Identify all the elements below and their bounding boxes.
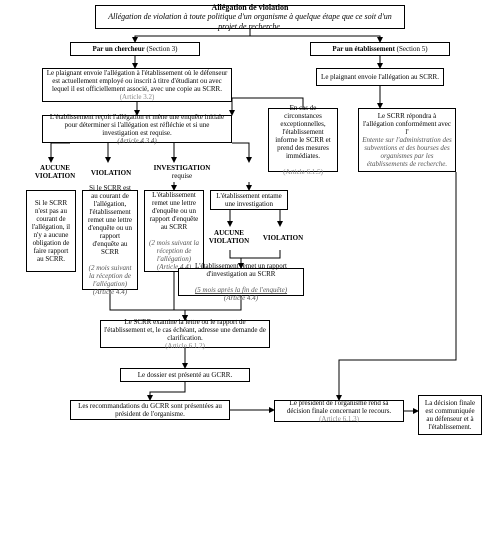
outcome-scrr-aware: Si le SCRR est au courant de l'allégatio… xyxy=(82,190,138,290)
investigation-report: L'établissement remet un rapport d'inves… xyxy=(178,268,304,296)
header-right: Par un établissement (Section 5) xyxy=(310,42,450,56)
outcome-scrr-unaware: Si le SCRR n'est pas au courant de l'all… xyxy=(26,190,76,272)
label-no-violation: AUCUNE VIOLATION xyxy=(30,165,80,180)
establishment-step-1: Le plaignant envoie l'allégation au SCRR… xyxy=(316,68,444,86)
gcrr-present: Le dossier est présenté au GCRR. xyxy=(120,368,250,382)
researcher-step-2: L'établissement reçoit l'allégation et m… xyxy=(42,115,232,143)
label-investigation: INVESTIGATIONrequise xyxy=(144,165,220,180)
gcrr-recommend: Les recommandations du GCRR sont présent… xyxy=(70,400,230,420)
title-box: Allégation de violation Allégation de vi… xyxy=(95,5,405,29)
outcome-investigation-start: L'établissement entame une investigation xyxy=(210,190,288,210)
president-decision: Le président de l'organisme rend sa déci… xyxy=(274,400,404,422)
exception-box: En cas de circonstances exceptionnelles,… xyxy=(268,108,338,172)
label-inv-violation: VIOLATION xyxy=(258,235,308,243)
scrr-review: Le SCRR examine la lettre ou le rapport … xyxy=(100,320,270,348)
final-decision: La décision finale est communiquée au dé… xyxy=(418,395,482,435)
title-italic: Allégation de violation à toute politiqu… xyxy=(108,12,392,30)
establishment-step-2: Le SCRR répondra à l'allégation conformé… xyxy=(358,108,456,172)
label-violation: VIOLATION xyxy=(86,170,136,178)
label-inv-no-violation: AUCUNE VIOLATION xyxy=(204,230,254,245)
outcome-violation-report: L'établissement remet une lettre d'enquê… xyxy=(144,190,204,272)
header-left: Par un chercheur (Section 3) xyxy=(70,42,200,56)
researcher-step-1: Le plaignant envoie l'allégation à l'éta… xyxy=(42,68,232,102)
title-bold: Allégation de violation xyxy=(212,3,289,12)
